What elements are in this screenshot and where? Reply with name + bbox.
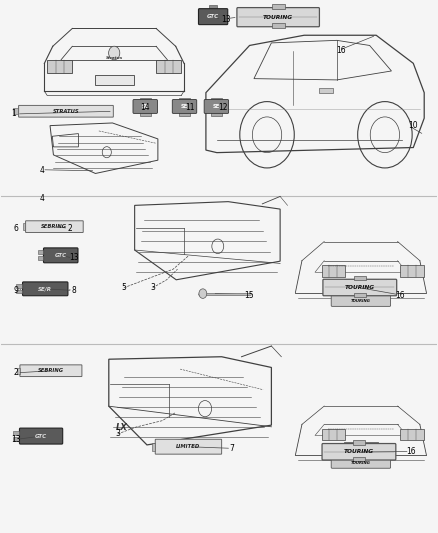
Text: SE: SE [141,104,149,109]
Text: 16: 16 [406,447,416,456]
Bar [319,87,332,93]
Bar [272,4,285,9]
Text: TOURING: TOURING [351,298,371,303]
Text: SE/R: SE/R [38,286,52,292]
Bar [39,251,43,254]
Bar [140,112,151,116]
FancyBboxPatch shape [43,248,78,263]
Bar [47,60,72,73]
FancyBboxPatch shape [172,100,197,114]
Bar [15,289,22,293]
Text: 13: 13 [11,435,21,444]
Text: SEBRING: SEBRING [38,368,64,373]
Text: 6: 6 [14,224,18,233]
Text: LIMITED: LIMITED [177,444,201,449]
FancyBboxPatch shape [198,9,228,25]
Bar [156,60,181,73]
Text: 3: 3 [115,430,120,439]
FancyBboxPatch shape [331,295,391,306]
Text: 14: 14 [140,102,150,111]
Bar [211,98,222,102]
Bar [39,256,43,260]
Text: 7: 7 [230,444,234,453]
Bar [13,437,19,441]
FancyBboxPatch shape [22,282,68,296]
Text: 15: 15 [244,291,254,300]
Bar [272,23,285,28]
Bar [17,368,20,374]
FancyBboxPatch shape [18,106,113,117]
Bar [95,75,134,85]
Text: LX: LX [116,423,128,432]
FancyBboxPatch shape [19,428,63,444]
Text: GTC: GTC [207,14,219,19]
Bar [321,265,345,277]
Text: 4: 4 [40,166,45,175]
Bar [354,276,366,280]
Text: 2: 2 [14,368,18,377]
Bar [353,457,365,461]
Bar [209,5,217,10]
FancyBboxPatch shape [237,7,319,27]
Text: Stratus: Stratus [106,56,123,60]
Bar [14,108,18,115]
Text: TOURING: TOURING [345,285,375,290]
Text: 2: 2 [67,224,72,233]
FancyBboxPatch shape [331,457,391,469]
Bar [344,442,378,450]
FancyBboxPatch shape [155,439,222,454]
Text: 16: 16 [336,46,346,55]
Text: 3: 3 [150,283,155,292]
Text: 16: 16 [396,291,405,300]
Bar [179,98,190,102]
FancyBboxPatch shape [204,100,229,114]
Text: TOURING: TOURING [344,449,374,454]
Bar [15,285,22,288]
Text: 10: 10 [409,121,418,130]
Bar [211,112,222,116]
Circle shape [199,289,207,298]
Text: 4: 4 [40,194,45,203]
Bar [179,112,190,116]
Text: 13: 13 [69,254,79,262]
FancyBboxPatch shape [25,221,83,232]
Bar [353,440,365,445]
Text: 9: 9 [14,286,18,295]
FancyBboxPatch shape [322,443,396,460]
Text: 1: 1 [11,109,16,118]
Text: 12: 12 [219,102,228,111]
Text: 13: 13 [221,15,230,24]
Text: TOURING: TOURING [351,461,371,465]
Bar [400,265,424,277]
Text: 11: 11 [185,102,195,111]
FancyBboxPatch shape [20,365,82,376]
Bar [344,279,378,287]
Bar [321,429,345,440]
Circle shape [109,46,120,60]
FancyBboxPatch shape [323,279,397,296]
Text: TOURING: TOURING [263,15,293,20]
Bar [23,223,25,230]
Bar [13,431,19,435]
Text: STRATUS: STRATUS [53,109,79,114]
Text: SEBRING: SEBRING [42,224,67,229]
Bar [140,98,151,102]
Text: 5: 5 [121,283,126,292]
Text: SE: SE [213,104,220,109]
Bar [152,442,155,451]
Text: SE: SE [181,104,188,109]
FancyBboxPatch shape [133,100,157,114]
Text: 8: 8 [72,286,76,295]
Text: GTC: GTC [35,433,47,439]
Bar [400,429,424,440]
Text: GTC: GTC [55,253,67,258]
Bar [354,293,366,297]
